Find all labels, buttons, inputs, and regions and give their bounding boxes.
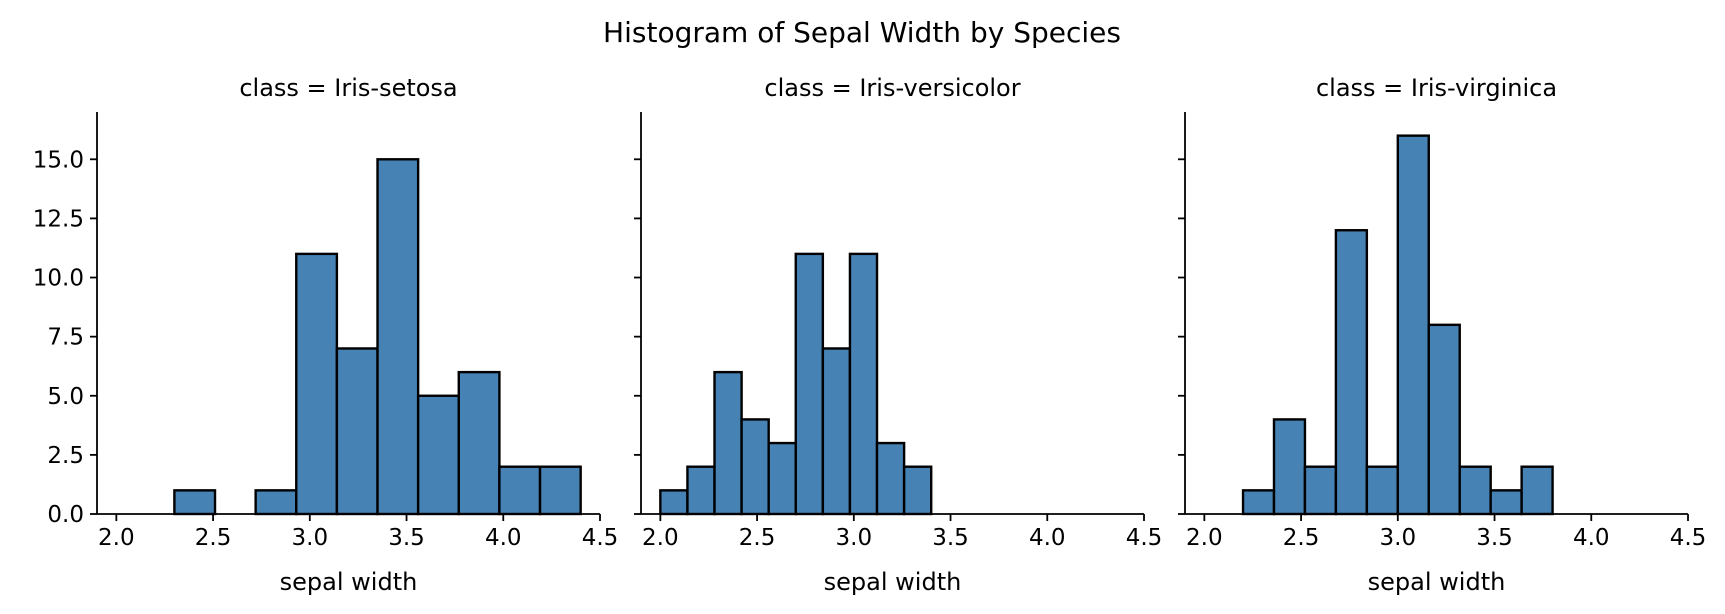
histogram-bar	[376, 158, 420, 516]
histogram-bar	[1272, 418, 1307, 516]
histogram-bar	[173, 489, 217, 516]
y-tick-label: 12.5	[33, 206, 84, 232]
histogram-bar	[1520, 465, 1554, 516]
y-tick-label: 0.0	[47, 502, 84, 528]
y-tick-label: 5.0	[47, 384, 84, 410]
x-tick-label: 2.5	[739, 525, 776, 551]
histogram-bar	[416, 394, 460, 516]
x-tick-label: 2.5	[1283, 525, 1320, 551]
histogram-bar	[457, 370, 501, 516]
histogram-bar	[254, 489, 298, 516]
x-tick-label: 4.5	[1126, 525, 1163, 551]
x-tick-label: 3.0	[1380, 525, 1417, 551]
histogram-bar	[1303, 465, 1338, 516]
panel-1: class = Iris-setosa 2.0 2.5 3.0 3.5 4.0 4.5 0.0…	[33, 74, 619, 596]
histogram-bar	[848, 252, 879, 516]
y-tick-label: 15.0	[33, 147, 84, 173]
histogram-bar	[713, 370, 743, 516]
histogram-bar	[902, 465, 933, 516]
x-tick-label: 2.0	[1186, 525, 1223, 551]
panel-title: class = Iris-versicolor	[764, 74, 1020, 102]
y-tick-label: 7.5	[47, 325, 84, 351]
histogram-bar	[1458, 465, 1492, 516]
y-tick-label: 2.5	[47, 443, 84, 469]
histogram-bar	[295, 252, 339, 516]
histogram-bar	[659, 489, 689, 516]
x-axis-label: sepal width	[1368, 568, 1506, 596]
histogram-bar	[1334, 229, 1369, 516]
histogram-bar	[794, 252, 825, 516]
x-tick-label: 2.5	[195, 525, 232, 551]
histogram-bar	[686, 465, 716, 516]
x-tick-label: 3.5	[388, 525, 425, 551]
x-tick-label: 3.5	[1476, 525, 1513, 551]
x-tick-label: 4.5	[1670, 525, 1707, 551]
histogram-bar	[875, 441, 906, 516]
histogram-bar	[767, 441, 797, 516]
histogram-bar	[1396, 134, 1430, 516]
x-tick-label: 2.0	[642, 525, 679, 551]
x-tick-label: 3.5	[932, 525, 969, 551]
x-axis-label: sepal width	[280, 568, 418, 596]
histogram-bar	[740, 418, 770, 516]
histogram-bar	[538, 465, 582, 516]
x-tick-label: 4.0	[1029, 525, 1066, 551]
panel-title: class = Iris-virginica	[1316, 74, 1557, 102]
panel-3: class = Iris-virginica 2.0 2.5 3.0 3.5 4.0 4.5…	[1178, 74, 1706, 596]
histogram-bar	[1365, 465, 1400, 516]
x-tick-label: 3.0	[292, 525, 329, 551]
histogram-bar	[821, 347, 852, 516]
panels-group: class = Iris-setosa 2.0 2.5 3.0 3.5 4.0 4.5 0.0…	[33, 74, 1707, 596]
x-tick-label: 4.5	[582, 525, 619, 551]
histogram-bar	[1427, 323, 1461, 516]
x-tick-label: 4.0	[485, 525, 522, 551]
panel-2: class = Iris-versicolor 2.0 2.5 3.0 3.5 4.0 4.…	[634, 74, 1162, 596]
figure-title: Histogram of Sepal Width by Species	[603, 16, 1121, 49]
panel-title: class = Iris-setosa	[239, 74, 457, 102]
histogram-bar	[335, 347, 379, 516]
x-axis-label: sepal width	[824, 568, 962, 596]
histogram-bar	[1241, 489, 1276, 516]
x-tick-label: 4.0	[1573, 525, 1610, 551]
histogram-bar	[1489, 489, 1523, 516]
histogram-bar	[498, 465, 542, 516]
y-tick-label: 10.0	[33, 266, 84, 292]
x-tick-label: 3.0	[836, 525, 873, 551]
x-tick-label: 2.0	[98, 525, 135, 551]
